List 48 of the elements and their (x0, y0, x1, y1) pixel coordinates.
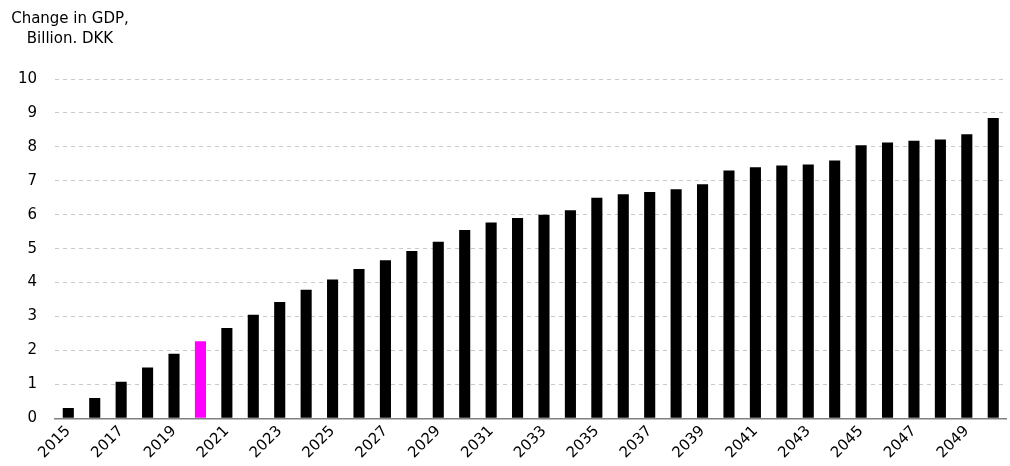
bar (327, 279, 339, 418)
bar (670, 189, 682, 418)
y-tick-label: 8 (27, 136, 38, 155)
bar (855, 145, 867, 418)
y-tick-label: 3 (27, 306, 38, 325)
bar (908, 140, 920, 418)
bar (802, 164, 814, 418)
bar (829, 160, 841, 418)
y-tick-label: 5 (27, 238, 38, 257)
bar (300, 289, 312, 418)
bar (62, 408, 74, 418)
bar (697, 184, 709, 418)
y-tick-label: 0 (27, 408, 38, 427)
y-tick-label: 9 (27, 102, 38, 121)
bar (406, 251, 418, 418)
bar (723, 170, 735, 418)
bar (538, 214, 550, 418)
y-tick-label: 1 (27, 374, 38, 393)
y-tick-label: 6 (27, 204, 38, 223)
bar (644, 191, 656, 418)
bar (881, 142, 894, 418)
bar (776, 165, 788, 418)
bar (512, 218, 524, 418)
bar (221, 328, 233, 418)
y-axis-title: Change in GDP, Billion. DKK (10, 8, 130, 48)
bar (459, 229, 471, 418)
bar (749, 167, 761, 418)
bar (353, 269, 365, 418)
bar (617, 194, 629, 418)
bar (934, 139, 946, 418)
bar (194, 341, 206, 418)
bar (274, 301, 286, 418)
bar (115, 381, 127, 418)
bar (961, 134, 973, 418)
bar (379, 260, 391, 418)
bar (247, 314, 259, 418)
bar (89, 397, 101, 418)
bar (591, 197, 603, 418)
bar (168, 353, 180, 418)
y-tick-label: 2 (27, 340, 38, 359)
bar (485, 222, 497, 418)
y-tick-label: 10 (17, 68, 38, 87)
y-tick-label: 4 (27, 272, 38, 291)
bar (432, 241, 444, 418)
bar (564, 210, 576, 418)
y-tick-label: 7 (27, 170, 38, 189)
bar (142, 367, 154, 418)
bar (987, 118, 999, 418)
